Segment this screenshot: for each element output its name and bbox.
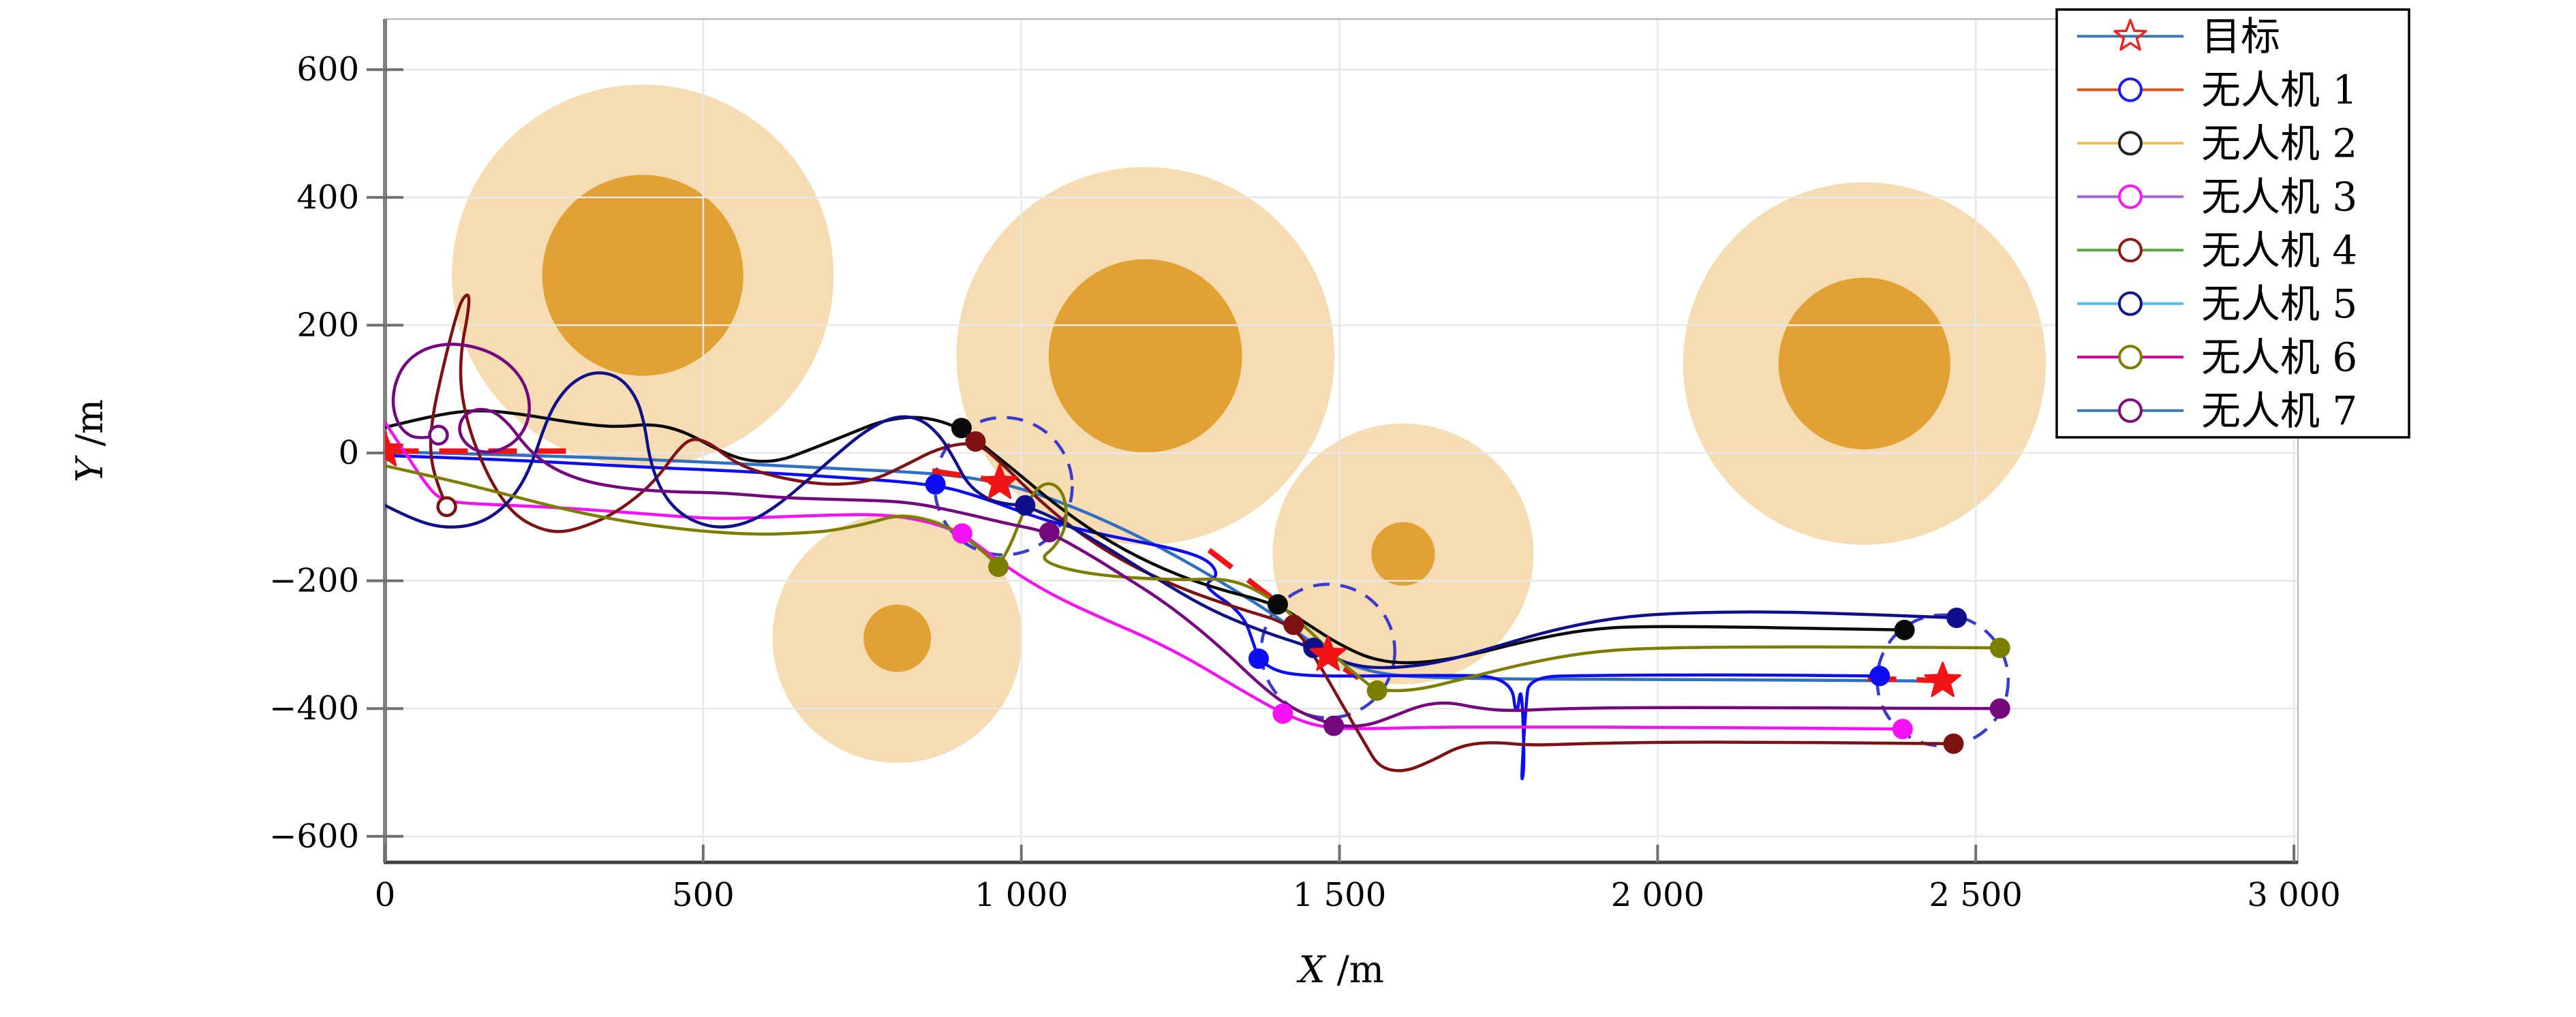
- legend-circle-marker: [2118, 184, 2143, 209]
- uav-1-position-dot-2: [1248, 648, 1269, 670]
- legend-item-uav-7: 无人机 7: [2077, 388, 2357, 434]
- uav-7-trajectory: [391, 343, 2002, 728]
- y-tick-label-600: 600: [296, 50, 359, 89]
- y-axis-label-var: Y: [68, 455, 111, 482]
- markers-layer: [385, 418, 2010, 754]
- y-axis-label: Y /m: [68, 399, 111, 482]
- legend-circle-marker: [2118, 131, 2143, 156]
- target-dashed-segment-3: [1207, 548, 1283, 608]
- legend-circle-marker: [2118, 291, 2143, 316]
- uav-6-trajectory: [385, 464, 2002, 693]
- legend-item-uav-2: 无人机 2: [2077, 120, 2357, 166]
- uav-2-position-dot-3: [1894, 619, 1915, 640]
- x-tick-label-1500: 1 500: [1293, 876, 1386, 914]
- legend-item-uav-6: 无人机 6: [2077, 334, 2357, 380]
- axis-labels-layer: 0 500 1 000 1 500 2 000 2 500 3 0006004002000−…: [68, 50, 2341, 991]
- legend-circle-marker: [2118, 345, 2143, 370]
- obstacle-1-core: [542, 174, 743, 376]
- y-tick-label-400: 400: [296, 178, 359, 217]
- rendezvous-circle-1: [933, 416, 1074, 557]
- uav-5-trajectory: [385, 371, 1959, 670]
- x-tick-label-0: 0: [375, 876, 396, 914]
- legend-label: 无人机 3: [2201, 174, 2357, 220]
- x-axis-label: X /m: [1296, 948, 1384, 991]
- target-star-2: [981, 463, 1019, 499]
- y-tick-label-0: 0: [338, 434, 359, 472]
- legend-circle-marker: [2118, 238, 2143, 263]
- legend-item-uav-5: 无人机 5: [2077, 281, 2357, 327]
- y-axis-label-unit: /m: [68, 399, 111, 458]
- uav-trajectories-layer: [385, 294, 2002, 781]
- target-trajectory: [385, 450, 1943, 683]
- uav-2-position-dot-1: [951, 418, 972, 439]
- uav-4-start-marker: [436, 496, 457, 518]
- x-tick-label-2000: 2 000: [1611, 876, 1704, 914]
- x-axis-label-var: X: [1296, 948, 1327, 991]
- uav-2-position-dot-2: [1267, 594, 1288, 615]
- obstacle-4-core: [1371, 522, 1435, 586]
- uav-4-position-dot-2: [1283, 614, 1304, 636]
- x-tick-label-2500: 2 500: [1929, 876, 2023, 914]
- uav-6-position-dot-3: [1989, 638, 2010, 659]
- obstacle-2-core: [1048, 259, 1242, 453]
- legend-label: 无人机 1: [2201, 67, 2357, 113]
- uav-3-position-dot-1: [951, 523, 972, 544]
- y-tick-label--200: −200: [269, 562, 359, 600]
- legend-label: 无人机 5: [2201, 281, 2357, 327]
- x-tick-label-500: 500: [672, 876, 735, 914]
- target-dashed-segment-2: [932, 468, 1026, 488]
- uav-6-position-dot-1: [988, 556, 1009, 577]
- uav-7-position-dot-1: [1039, 522, 1060, 543]
- obstacle-5-core: [1778, 277, 1950, 450]
- y-tick-label-200: 200: [296, 306, 359, 344]
- uav-1-trajectory: [385, 454, 1882, 781]
- uav-7-position-dot-3: [1989, 698, 2010, 719]
- uav-7-position-dot-2: [1323, 715, 1345, 736]
- uav-3-trajectory: [385, 420, 1905, 731]
- uav-5-position-dot-1: [1015, 495, 1036, 516]
- legend-item-uav-4: 无人机 4: [2077, 227, 2357, 273]
- target-star-3: [1309, 635, 1347, 671]
- x-tick-label-3000: 3 000: [2247, 876, 2340, 914]
- legend-label: 无人机 2: [2201, 120, 2357, 166]
- uav-7-start-marker: [428, 424, 449, 445]
- rendezvous-circle-2: [1259, 582, 1397, 720]
- legend-circle-marker: [2118, 77, 2143, 102]
- legend-item-target: 目标: [2077, 13, 2280, 59]
- legend-star-marker: [2113, 18, 2147, 51]
- target-star-4: [1924, 661, 1961, 698]
- target-star-1: [385, 431, 404, 467]
- legend-circle-marker: [2118, 398, 2143, 423]
- legend-label: 无人机 6: [2201, 334, 2357, 380]
- legend-label: 目标: [2201, 13, 2280, 59]
- axes-layer: [367, 18, 2299, 864]
- uav-4-position-dot-1: [965, 431, 986, 452]
- obstacle-3-core: [863, 604, 932, 672]
- uav-6-position-dot-2: [1366, 680, 1387, 701]
- legend-item-uav-3: 无人机 3: [2077, 174, 2357, 220]
- uav-5-position-dot-3: [1946, 608, 1967, 629]
- legend-item-uav-1: 无人机 1: [2077, 67, 2357, 113]
- x-axis-label-unit: /m: [1325, 948, 1384, 991]
- uav-3-position-dot-3: [1892, 719, 1913, 740]
- x-tick-label-1000: 1 000: [975, 876, 1068, 914]
- legend-box: [2055, 8, 2410, 439]
- legend-label: 无人机 4: [2201, 227, 2357, 273]
- uav-4-position-dot-3: [1943, 733, 1964, 754]
- uav-4-trajectory: [429, 294, 1955, 772]
- y-tick-label--400: −400: [269, 689, 359, 727]
- obstacles-layer: [452, 84, 2046, 764]
- uav-1-position-dot-3: [1869, 666, 1890, 687]
- y-tick-label--600: −600: [269, 817, 359, 856]
- uav-3-position-dot-2: [1272, 703, 1293, 724]
- uav-1-position-dot-1: [925, 473, 946, 495]
- legend-label: 无人机 7: [2201, 388, 2357, 434]
